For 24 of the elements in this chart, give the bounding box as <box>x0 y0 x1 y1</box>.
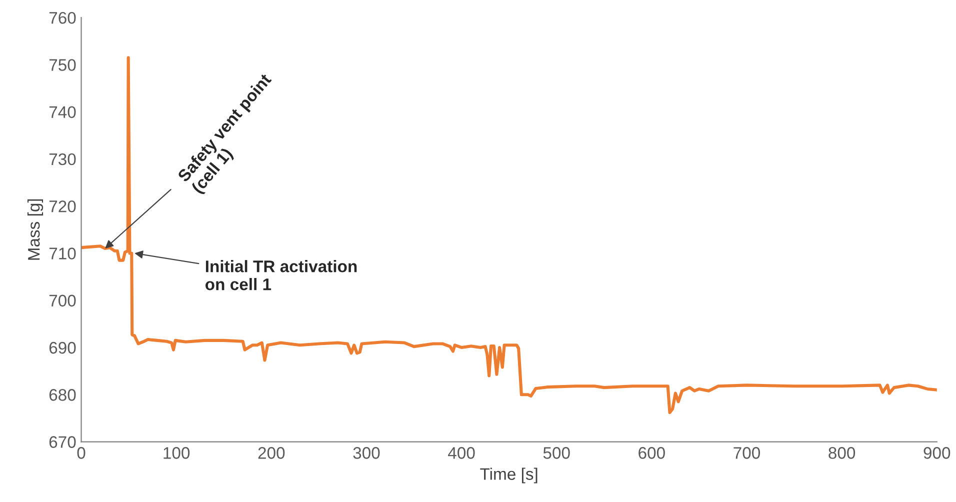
y-tick-label: 720 <box>49 200 76 212</box>
annotation: Initial TR activation on cell 1 <box>206 260 357 290</box>
y-tick-label: 730 <box>49 153 76 166</box>
y-tick-label: 670 <box>49 436 76 448</box>
x-tick-label: 900 <box>924 447 950 459</box>
x-tick-label: 800 <box>828 447 856 459</box>
y-tick-label: 740 <box>49 106 76 118</box>
x-tick-label: 0 <box>77 447 86 459</box>
x-tick-label: 100 <box>164 447 190 459</box>
x-tick-label: 400 <box>448 447 475 459</box>
x-axis-title: Time [s] <box>480 468 538 484</box>
y-tick-label: 680 <box>49 389 76 401</box>
y-tick-label: 700 <box>49 294 76 307</box>
x-tick-label: 600 <box>638 447 665 459</box>
x-tick-label: 300 <box>353 447 380 459</box>
y-axis-title: Mass [g] <box>28 199 44 260</box>
x-tick-label: 500 <box>543 447 570 459</box>
x-tick-label: 200 <box>258 447 285 459</box>
y-tick-label: 760 <box>49 12 76 24</box>
y-tick-label: 690 <box>49 342 76 354</box>
y-tick-label: 750 <box>49 59 76 71</box>
x-tick-label: 700 <box>734 447 760 459</box>
line-series <box>81 56 937 414</box>
y-tick-label: 710 <box>49 248 76 260</box>
